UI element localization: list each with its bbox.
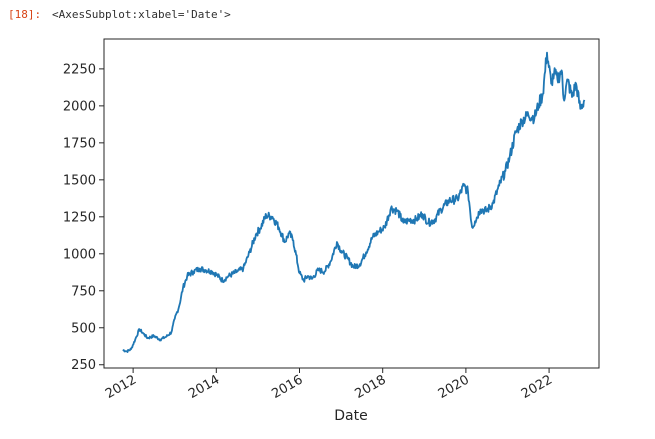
x-tick-label: 2016 xyxy=(269,372,305,402)
x-tick-label: 2014 xyxy=(186,372,222,402)
x-axis-ticks: 2012 2014 2016 2018 2020 2022 xyxy=(103,368,555,402)
y-tick-label: 1000 xyxy=(63,247,96,262)
x-tick-label: 2012 xyxy=(103,372,139,402)
y-tick-label: 1750 xyxy=(63,136,96,151)
y-tick-label: 250 xyxy=(71,358,96,373)
x-tick-label: 2022 xyxy=(519,372,555,402)
y-tick-label: 750 xyxy=(71,284,96,299)
y-axis-ticks: 250 500 750 1000 1250 1500 1750 2000 2250 xyxy=(63,62,104,373)
y-tick-label: 1250 xyxy=(63,210,96,225)
y-tick-label: 2000 xyxy=(63,99,96,114)
x-axis-label: Date xyxy=(334,408,367,424)
y-tick-label: 500 xyxy=(71,321,96,336)
y-tick-label: 2250 xyxy=(63,62,96,77)
x-tick-label: 2018 xyxy=(353,372,389,402)
plot-background xyxy=(104,39,599,368)
x-tick-label: 2020 xyxy=(436,372,472,402)
output-prompt: [18]: xyxy=(8,8,42,21)
series-line xyxy=(122,51,586,353)
plot-frame xyxy=(103,38,600,369)
y-tick-label: 1500 xyxy=(63,173,96,188)
output-repr-text: <AxesSubplot:xlabel='Date'> xyxy=(52,8,231,21)
